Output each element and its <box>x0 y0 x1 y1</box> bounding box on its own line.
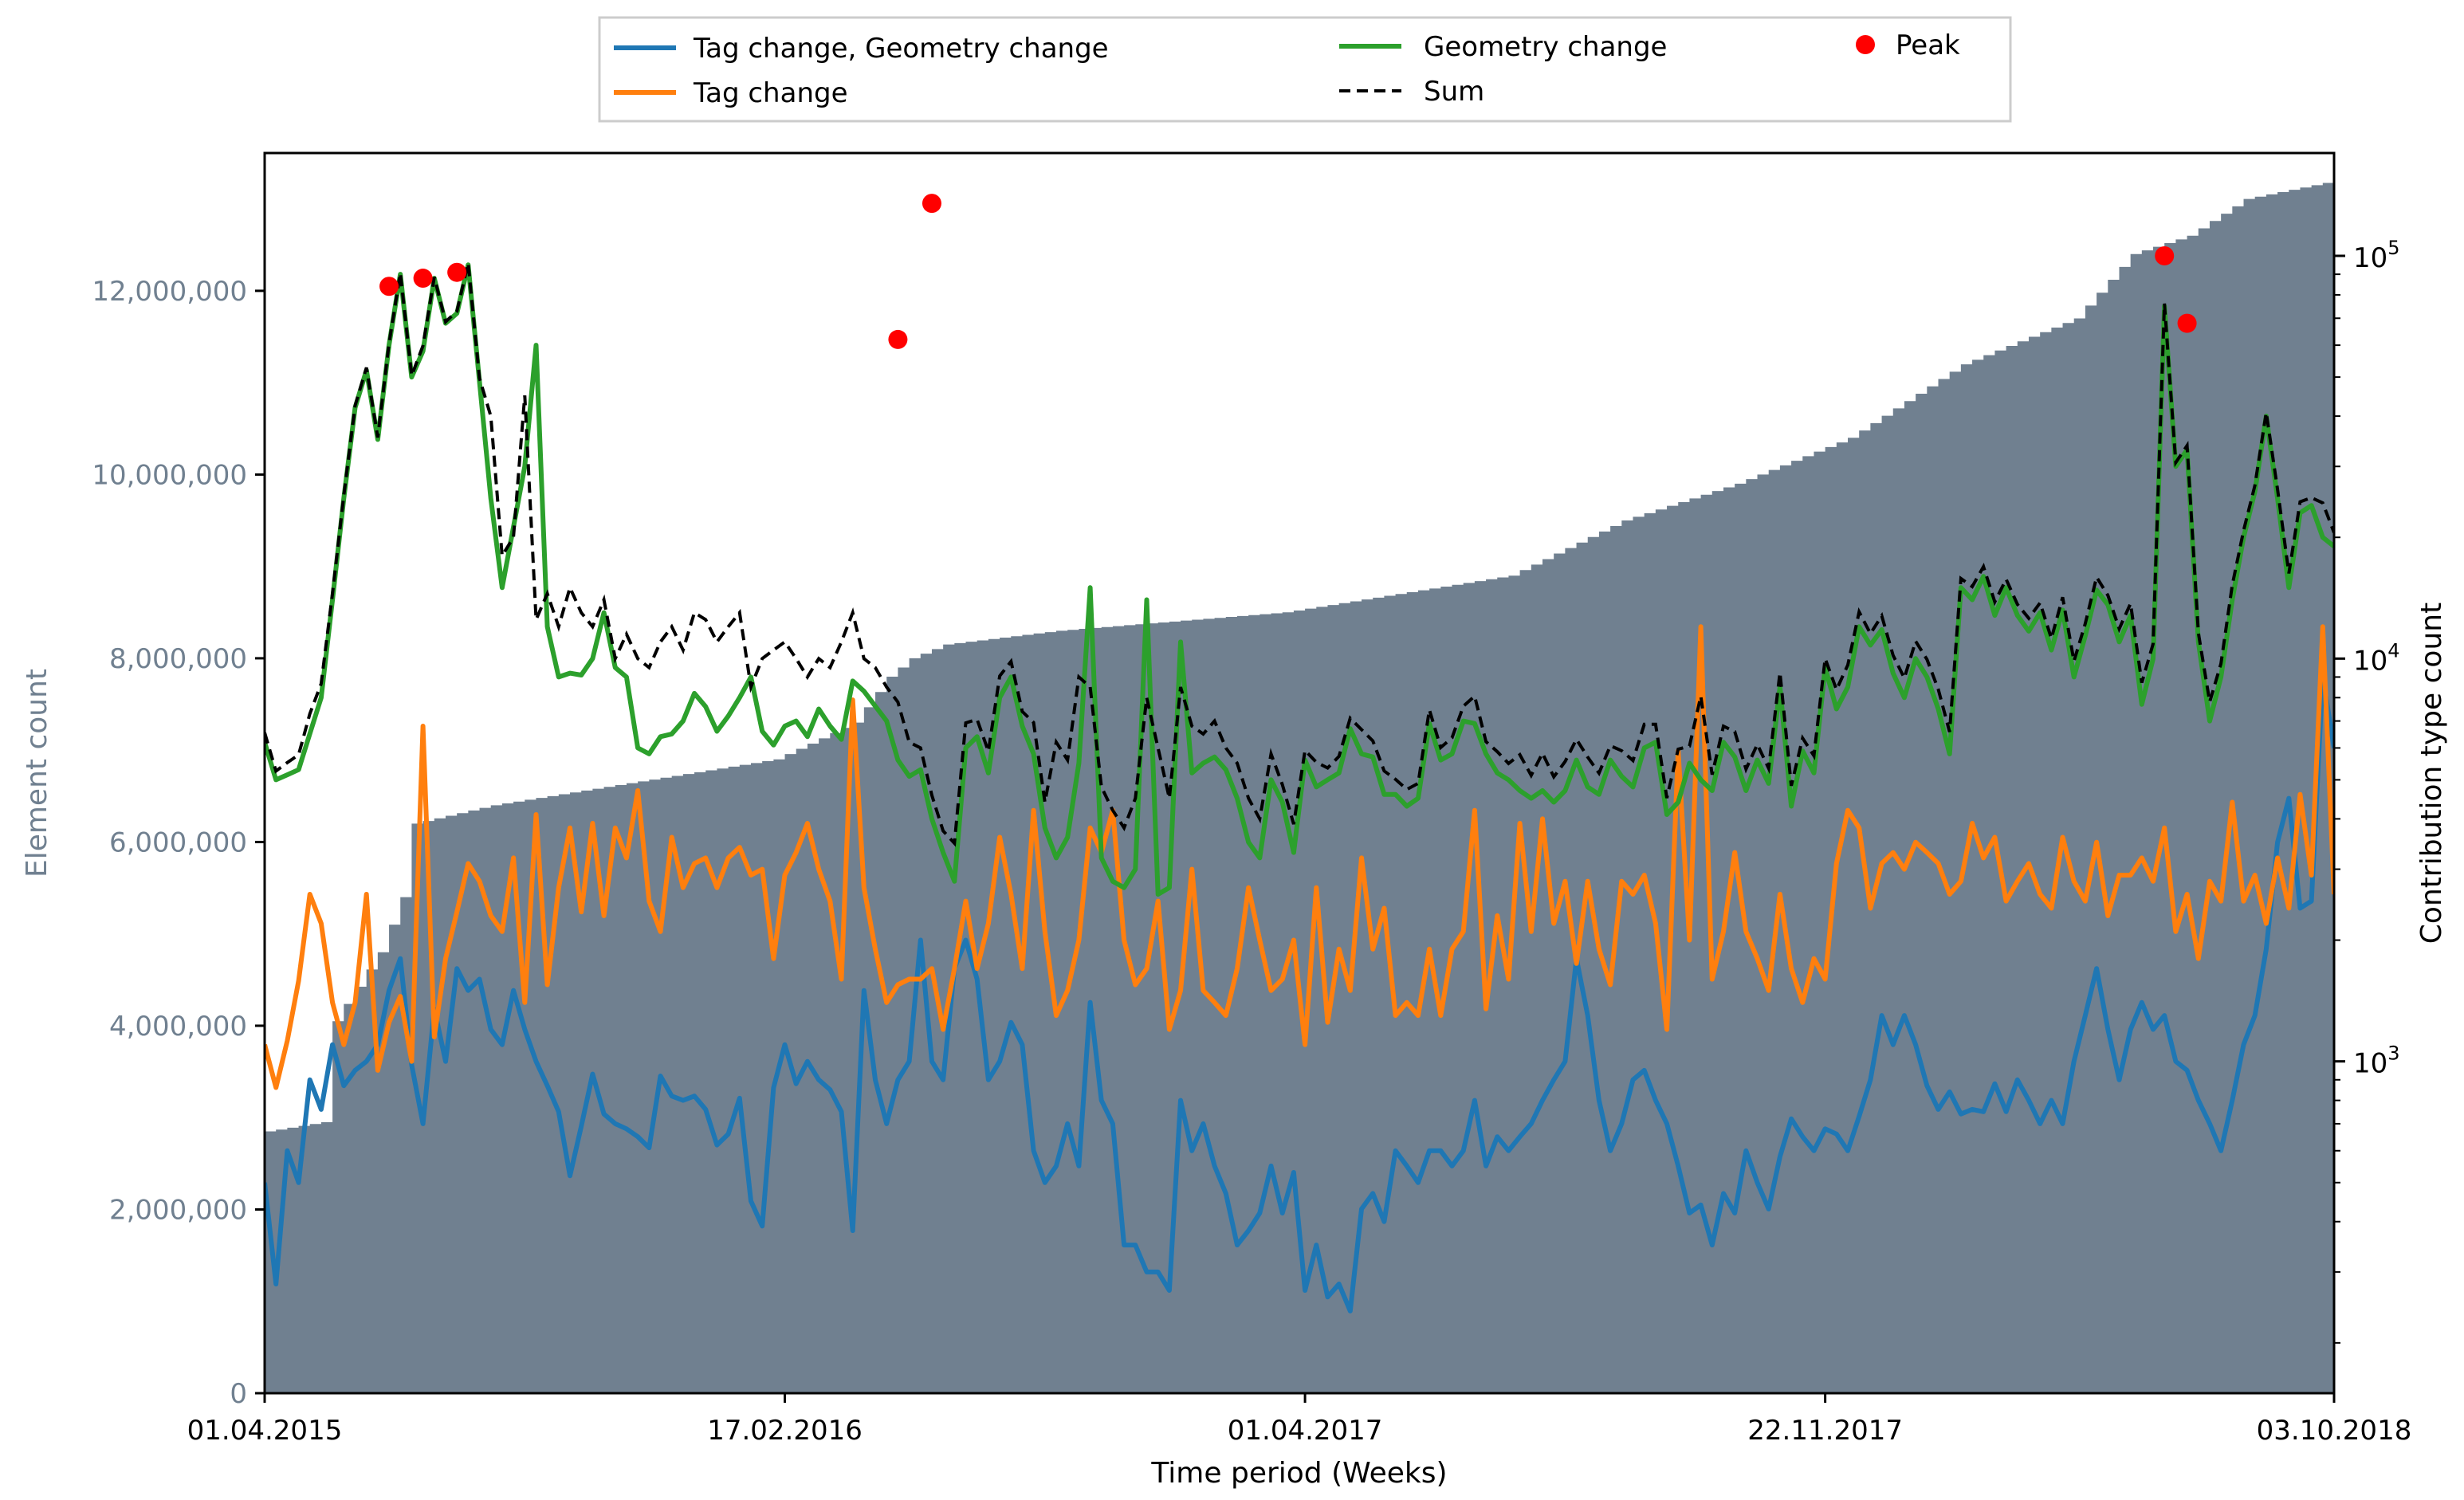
legend-label-peak: Peak <box>1896 29 1960 61</box>
peak-layer <box>379 194 2197 349</box>
legend-label-geometry: Geometry change <box>1424 31 1667 63</box>
legend-frame <box>598 16 2012 123</box>
series-line-geometry <box>265 262 2334 897</box>
legend-label-tag: Tag change <box>693 77 848 109</box>
y-axis-left-title: Element count <box>21 669 53 878</box>
legend-label-sum: Sum <box>1424 76 1484 108</box>
series-line-tag <box>265 624 2334 1090</box>
x-tick-label: 17.02.2016 <box>707 1415 863 1447</box>
series-line-tag-geometry <box>265 674 2334 1313</box>
y-right-tick-label: 103 <box>2353 1043 2400 1080</box>
y-left-tick-label: 4,000,000 <box>109 1011 247 1043</box>
y-left-tick-label: 0 <box>230 1378 247 1410</box>
y-axis-right-title: Contribution type count <box>2415 603 2448 944</box>
peak-marker <box>413 269 433 289</box>
x-tick-label: 01.04.2015 <box>187 1415 343 1447</box>
x-tick-label: 22.11.2017 <box>1747 1415 1903 1447</box>
plot-area <box>263 151 2336 1395</box>
x-tick-label: 03.10.2018 <box>2257 1415 2412 1447</box>
series-line-sum <box>265 262 2334 847</box>
plot-frame <box>263 151 2336 1395</box>
x-tick-label: 01.04.2017 <box>1228 1415 1383 1447</box>
x-axis-title: Time period (Weeks) <box>1150 1457 1447 1490</box>
legend-swatch-peak <box>1856 35 1875 54</box>
legend: Tag change, Geometry change Tag change G… <box>598 16 2012 123</box>
y-left-tick-label: 8,000,000 <box>109 643 247 675</box>
y-left-tick-label: 12,000,000 <box>92 276 247 308</box>
y-left-tick-label: 6,000,000 <box>109 827 247 858</box>
y-right-tick-label: 104 <box>2353 639 2400 677</box>
peak-marker <box>888 329 908 349</box>
peak-marker <box>2177 313 2197 333</box>
peak-marker <box>2155 245 2175 265</box>
series-layer <box>265 262 2334 1313</box>
y-left-tick-label: 10,000,000 <box>92 459 247 491</box>
y-axis-right: 103 104 105 <box>2334 237 2400 1344</box>
peak-marker <box>922 194 941 214</box>
peak-marker <box>379 277 399 296</box>
legend-label-tag-geometry: Tag change, Geometry change <box>693 33 1109 65</box>
y-axis-left: 0 2,000,000 4,000,000 6,000,000 8,000,000 10,… <box>92 276 265 1410</box>
y-right-tick-label: 105 <box>2353 237 2400 274</box>
y-left-tick-label: 2,000,000 <box>109 1194 247 1226</box>
x-axis: 01.04.2015 17.02.2016 01.04.2017 22.11.2017… <box>187 1393 2412 1447</box>
peak-marker <box>447 262 467 282</box>
